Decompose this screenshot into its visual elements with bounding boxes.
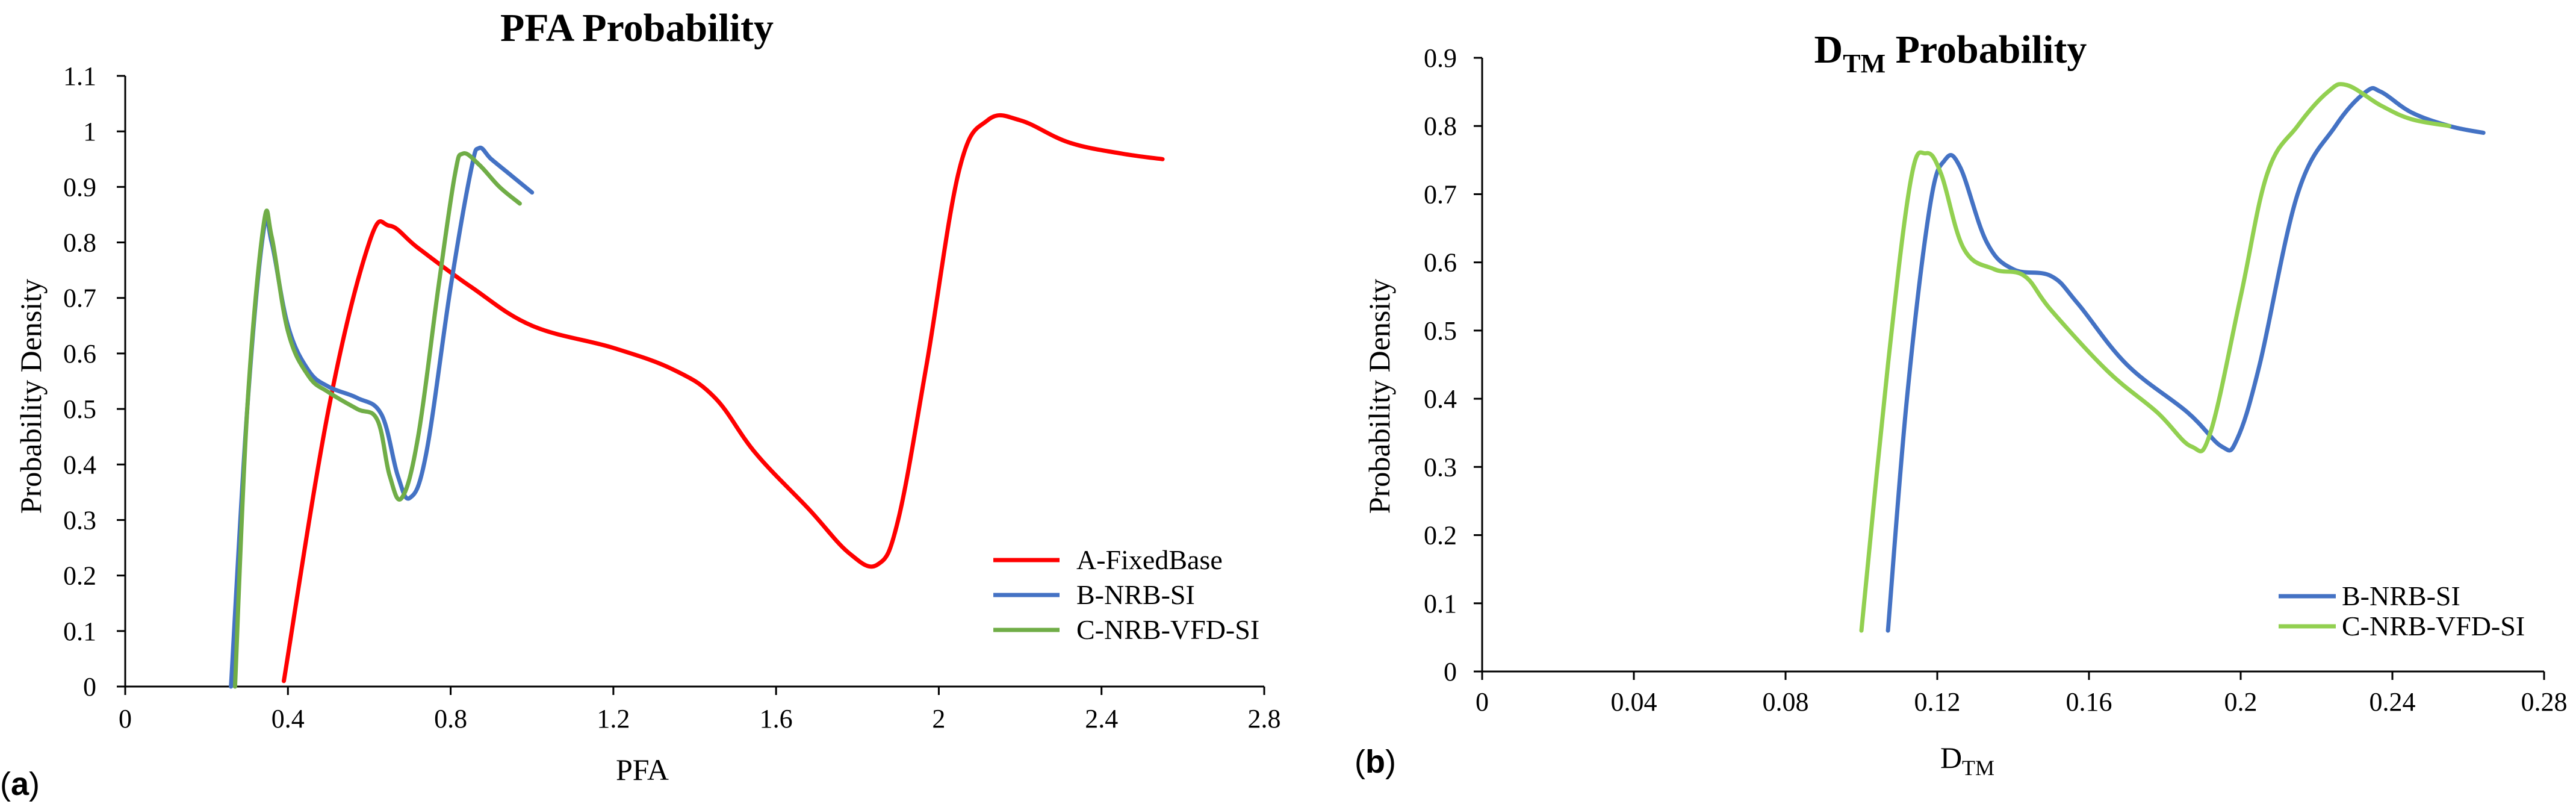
panel-label-b-close: ) xyxy=(1385,744,1396,780)
chart-panel-b: DTM Probability 0 0.04 0.08 0.12 0.16 0.2 0.24… xyxy=(1355,28,2568,780)
x-axis-label-b-sub: TM xyxy=(1962,756,1994,780)
y-tick-label: 0.4 xyxy=(63,450,96,479)
y-tick-label: 0.9 xyxy=(63,172,96,202)
series-line-a-fixedbase xyxy=(282,113,1165,684)
panel-label-b-open: ( xyxy=(1355,744,1365,780)
chart-title-b: DTM Probability xyxy=(1814,28,2087,78)
x-axis-label-a: PFA xyxy=(616,753,669,787)
x-tick-label: 0.24 xyxy=(2370,687,2416,717)
y-tick-label: 0.8 xyxy=(63,228,96,258)
y-tick-label: 0.5 xyxy=(63,394,96,424)
y-tick-label: 0.3 xyxy=(63,505,96,535)
panel-label-a-letter: a xyxy=(11,766,29,802)
y-tick-label: 0.5 xyxy=(1424,316,1457,346)
x-tick-label: 2.8 xyxy=(1248,704,1281,734)
chart-title-a: PFA Probability xyxy=(500,6,774,50)
x-tick-label: 0.8 xyxy=(434,704,467,734)
panel-label-a: (a) xyxy=(0,766,40,802)
x-tick-label: 0 xyxy=(1476,687,1489,717)
legend-label: A-FixedBase xyxy=(1076,544,1223,575)
y-tick-label: 0.7 xyxy=(1424,179,1457,209)
x-tick-label: 0.04 xyxy=(1611,687,1657,717)
y-tick-label: 0.6 xyxy=(63,339,96,369)
x-tick-label: 0.08 xyxy=(1763,687,1809,717)
panel-label-b: (b) xyxy=(1355,744,1396,780)
x-tick-label: 0.4 xyxy=(272,704,305,734)
y-tick-label: 0.1 xyxy=(63,617,96,646)
y-axis-label-a: Probability Density xyxy=(14,279,48,514)
plot-area-b: 0 0.04 0.08 0.12 0.16 0.2 0.24 0.28 0 0.1 0.2 0.3 0.… xyxy=(1424,43,2568,717)
y-tick-label: 0.3 xyxy=(1424,452,1457,482)
x-tick-label: 0.28 xyxy=(2521,687,2568,717)
x-tick-label: 0.12 xyxy=(1914,687,1961,717)
y-tick-label: 0.8 xyxy=(1424,111,1457,141)
chart-panel-a: PFA Probability 0 0.4 0.8 1.2 1.6 2 2.4 2.8 0 0.1… xyxy=(0,6,1281,802)
y-axis-label-b: Probability Density xyxy=(1362,279,1396,514)
x-axis-label-b: DTM xyxy=(1940,741,1994,780)
x-tick-label: 0.16 xyxy=(2066,687,2112,717)
legend-label: B-NRB-SI xyxy=(1076,579,1195,610)
y-tick-label: 0.7 xyxy=(63,284,96,313)
y-tick-label: 1 xyxy=(83,117,96,146)
x-tick-label: 0.2 xyxy=(2224,687,2258,717)
legend-label: C-NRB-VFD-SI xyxy=(1076,614,1259,645)
x-tick-label: 2.4 xyxy=(1085,704,1118,734)
series-line-c-nrb-vfd-si xyxy=(232,151,522,689)
x-tick-label: 1.6 xyxy=(760,704,793,734)
y-tick-label: 0.6 xyxy=(1424,248,1457,278)
y-tick-label: 0.9 xyxy=(1424,43,1457,73)
legend-label: B-NRB-SI xyxy=(2342,581,2460,611)
series-line-b-nrb-si xyxy=(1885,86,2486,633)
x-tick-label: 2 xyxy=(932,704,945,734)
y-tick-label: 0.2 xyxy=(1424,521,1457,550)
x-tick-label: 1.2 xyxy=(597,704,630,734)
panel-label-a-open: ( xyxy=(0,766,11,802)
y-tick-label: 0 xyxy=(1444,657,1457,687)
series-line-b-nrb-si xyxy=(229,145,535,689)
legend: A-FixedBase B-NRB-SI C-NRB-VFD-SI xyxy=(993,544,1259,645)
series-line-c-nrb-vfd-si xyxy=(1859,82,2451,633)
legend: B-NRB-SIC-NRB-VFD-SI xyxy=(2279,581,2525,641)
x-tick-label: 0 xyxy=(119,704,132,734)
panel-label-b-letter: b xyxy=(1365,744,1385,780)
chart-title-b-sub: TM xyxy=(1843,49,1885,78)
x-axis-label-b-main: D xyxy=(1940,741,1962,774)
chart-title-b-rest: Probability xyxy=(1885,28,2087,72)
y-tick-label: 0.2 xyxy=(63,561,96,591)
y-tick-label: 0.1 xyxy=(1424,589,1457,618)
legend-label: C-NRB-VFD-SI xyxy=(2342,611,2525,641)
y-tick-label: 1.1 xyxy=(63,61,96,91)
chart-title-b-main: D xyxy=(1814,28,1843,72)
plot-area-a: 0 0.4 0.8 1.2 1.6 2 2.4 2.8 0 0.1 0.2 0.3 0.4 0.5 0.6 0… xyxy=(63,61,1281,734)
y-tick-label: 0 xyxy=(83,672,96,702)
y-tick-label: 0.4 xyxy=(1424,384,1457,414)
panel-label-a-close: ) xyxy=(29,766,40,802)
